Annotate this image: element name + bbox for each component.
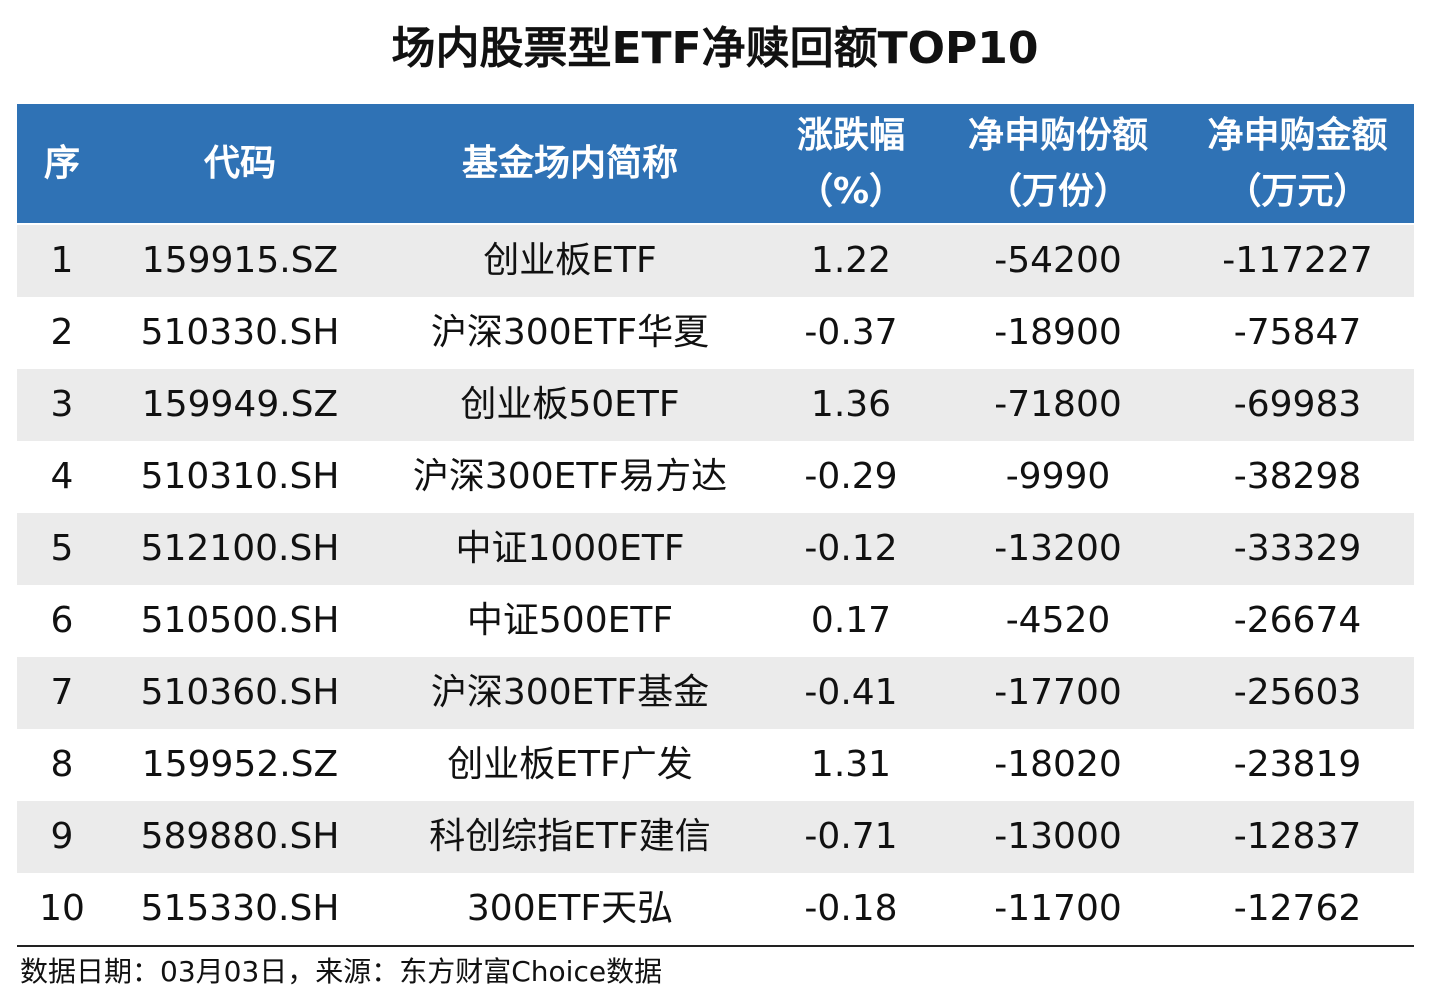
table-cell: 沪深300ETF华夏 [430, 312, 710, 353]
table-cell: -54200 [994, 240, 1122, 281]
table-cell: -18020 [994, 744, 1122, 785]
header-text: 基金场内简称 [461, 142, 678, 184]
table-cell: 510310.SH [140, 456, 340, 497]
table-cell: 6 [50, 600, 74, 641]
header-cell: 涨跌幅 （%） [767, 108, 935, 220]
footer: 数据日期：03月03日，来源：东方财富Choice数据 [20, 955, 663, 988]
table-cell: 510500.SH [140, 600, 340, 641]
header-text: 涨跌幅 [796, 114, 905, 156]
title: 场内股票型ETF净赎回额TOP10 [391, 23, 1039, 74]
table-row: 7 510360.SH 沪深300ETF基金 -0.41 -17700 -25603 [17, 657, 1414, 729]
table-cell: -17700 [994, 672, 1122, 713]
table-row: 1 159915.SZ 创业板ETF 1.22 -54200 -117227 [17, 225, 1414, 297]
header-text: （万份） [985, 170, 1130, 212]
table-cell: -71800 [994, 384, 1122, 425]
table-cell: -23819 [1233, 744, 1362, 785]
header-text: 净申购金额 [1207, 114, 1388, 156]
table-cell: -0.29 [804, 456, 898, 497]
header-cell: 净申购份额 （万份） [935, 108, 1181, 220]
table-cell: 沪深300ETF易方达 [412, 456, 728, 497]
table-cell: 中证500ETF [466, 600, 674, 641]
table-cell: -26674 [1233, 600, 1362, 641]
table-cell: 159915.SZ [141, 240, 339, 281]
table-cell: -13200 [994, 528, 1122, 569]
table-row: 5 512100.SH 中证1000ETF -0.12 -13200 -33329 [17, 513, 1414, 585]
table-cell: 1 [50, 240, 74, 281]
table-cell: 创业板ETF [483, 240, 657, 281]
table-cell: 沪深300ETF基金 [430, 672, 710, 713]
table-cell: 5 [50, 528, 74, 569]
header-cell: 代码 [107, 136, 373, 192]
table-cell: 1.31 [810, 744, 892, 785]
header-text: 序 [43, 142, 80, 184]
table-cell: -69983 [1233, 384, 1362, 425]
table-cell: 4 [50, 456, 74, 497]
table-cell: 515330.SH [140, 888, 340, 929]
header-cell: 序 [17, 136, 107, 192]
table-row: 9 589880.SH 科创综指ETF建信 -0.71 -13000 -12837 [17, 801, 1414, 873]
table-row: 4 510310.SH 沪深300ETF易方达 -0.29 -9990 -38298 [17, 441, 1414, 513]
table-cell: -38298 [1233, 456, 1362, 497]
table-cell: -0.41 [804, 672, 898, 713]
table-row: 3 159949.SZ 创业板50ETF 1.36 -71800 -69983 [17, 369, 1414, 441]
table-cell: 9 [50, 816, 74, 857]
header-row: 序 代码 基金场内简称 涨跌幅 （%） 净申购份额 （万份） 净申购金额 （万元） [17, 104, 1414, 223]
table-row: 10 515330.SH 300ETF天弘 -0.18 -11700 -12762 [17, 873, 1414, 945]
table-cell: 7 [50, 672, 74, 713]
table-cell: -18900 [994, 312, 1122, 353]
table-cell: 2 [50, 312, 74, 353]
header-text: 代码 [203, 142, 276, 184]
table-cell: -75847 [1233, 312, 1362, 353]
table-cell: 159952.SZ [141, 744, 339, 785]
table-cell: -12762 [1233, 888, 1362, 929]
table-cell: -25603 [1233, 672, 1362, 713]
table-cell: -4520 [1005, 600, 1111, 641]
table-cell: -0.37 [804, 312, 898, 353]
table-cell: 科创综指ETF建信 [429, 816, 711, 857]
header-text: （%） [796, 170, 906, 212]
table-cell: -0.18 [804, 888, 898, 929]
table-row: 6 510500.SH 中证500ETF 0.17 -4520 -26674 [17, 585, 1414, 657]
header-cell: 净申购金额 （万元） [1181, 108, 1414, 220]
table-cell: -0.12 [804, 528, 898, 569]
table-cell: 10 [39, 888, 85, 929]
table-cell: 8 [50, 744, 74, 785]
table-cell: 510330.SH [140, 312, 340, 353]
table-cell: 中证1000ETF [455, 528, 685, 569]
table-row: 2 510330.SH 沪深300ETF华夏 -0.37 -18900 -75847 [17, 297, 1414, 369]
header-text: 净申购份额 [967, 114, 1148, 156]
table-cell: 0.17 [810, 600, 892, 641]
table-cell: 300ETF天弘 [466, 888, 674, 929]
table-cell: -12837 [1233, 816, 1362, 857]
table-cell: 1.22 [810, 240, 892, 281]
header-cell: 基金场内简称 [373, 136, 767, 192]
table-cell: 3 [50, 384, 74, 425]
table-cell: -11700 [994, 888, 1122, 929]
table-cell: -0.71 [804, 816, 898, 857]
table-cell: -9990 [1005, 456, 1111, 497]
table-row: 8 159952.SZ 创业板ETF广发 1.31 -18020 -23819 [17, 729, 1414, 801]
table-cell: -117227 [1222, 240, 1373, 281]
table-cell: 1.36 [810, 384, 892, 425]
table-cell: 159949.SZ [141, 384, 339, 425]
table: 序 代码 基金场内简称 涨跌幅 （%） 净申购份额 （万份） 净申购金额 （万元） 1 159915… [17, 104, 1414, 947]
table-cell: 589880.SH [140, 816, 340, 857]
table-cell: -33329 [1233, 528, 1362, 569]
table-cell: 510360.SH [140, 672, 340, 713]
table-cell: -13000 [994, 816, 1122, 857]
table-cell: 创业板ETF广发 [447, 744, 693, 785]
table-cell: 创业板50ETF [460, 384, 680, 425]
table-cell: 512100.SH [140, 528, 340, 569]
header-text: （万元） [1225, 170, 1370, 212]
